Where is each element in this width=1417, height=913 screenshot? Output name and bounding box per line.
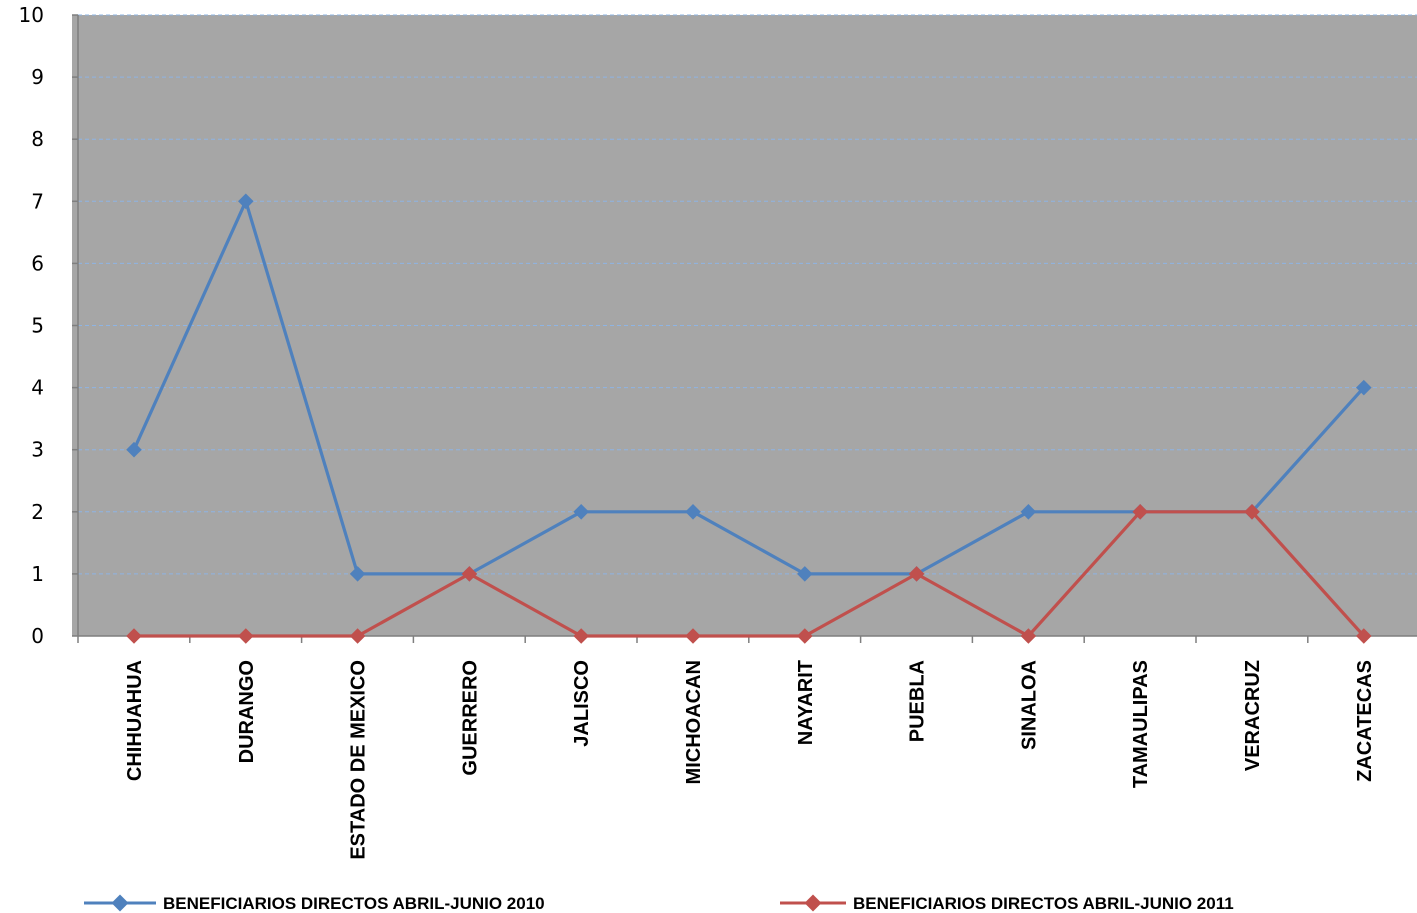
x-tick-label: ZACATECAS — [1354, 660, 1376, 782]
y-tick-label: 8 — [31, 127, 44, 151]
y-tick-label: 10 — [19, 3, 44, 27]
data-point[interactable] — [1020, 504, 1037, 520]
data-point[interactable] — [238, 628, 254, 644]
legend-label-2011: BENEFICIARIOS DIRECTOS ABRIL-JUNIO 2011 — [853, 894, 1234, 913]
data-point[interactable] — [1132, 504, 1148, 520]
x-tick-label: GUERRERO — [459, 660, 481, 776]
x-tick-label: MICHOACAN — [683, 660, 705, 784]
legend-entry-2010[interactable]: BENEFICIARIOS DIRECTOS ABRIL-JUNIO 2010 — [84, 894, 545, 913]
legend: BENEFICIARIOS DIRECTOS ABRIL-JUNIO 2010 … — [84, 894, 1234, 913]
data-point[interactable] — [797, 566, 813, 582]
data-point[interactable] — [1244, 504, 1260, 520]
legend-marker-2011 — [804, 894, 822, 912]
y-tick-label: 3 — [31, 438, 44, 462]
legend-marker-2010 — [111, 894, 129, 912]
series-2 — [126, 504, 1372, 644]
y-tick-label: 6 — [31, 251, 44, 275]
data-point[interactable] — [238, 193, 254, 210]
y-tick-label: 4 — [31, 376, 44, 400]
y-tick-label: 1 — [31, 562, 44, 586]
y-axis-tick-labels: 0 1 2 3 4 5 6 7 8 9 10 — [19, 3, 44, 648]
y-tick-label: 0 — [31, 624, 44, 648]
y-tick-label: 5 — [31, 314, 44, 338]
x-tick-label: JALISCO — [571, 660, 593, 747]
data-point[interactable] — [1356, 379, 1372, 396]
y-tick-label: 9 — [31, 65, 44, 89]
data-point[interactable] — [908, 566, 925, 582]
legend-label-2010: BENEFICIARIOS DIRECTOS ABRIL-JUNIO 2010 — [163, 894, 545, 913]
data-point[interactable] — [126, 441, 142, 458]
x-tick-label: DURANGO — [236, 660, 258, 763]
y-tick-label: 2 — [31, 500, 44, 524]
x-tick-label: TAMAULIPAS — [1130, 660, 1152, 788]
data-point[interactable] — [126, 628, 142, 644]
legend-entry-2011[interactable]: BENEFICIARIOS DIRECTOS ABRIL-JUNIO 2011 — [780, 894, 1234, 913]
data-point[interactable] — [1356, 628, 1372, 644]
y-tick-label: 7 — [31, 189, 44, 213]
data-point[interactable] — [685, 628, 701, 644]
x-tick-label: SINALOA — [1018, 660, 1040, 750]
x-tick-label: VERACRUZ — [1242, 660, 1264, 771]
data-point[interactable] — [573, 628, 589, 644]
x-tick-label: CHIHUAHUA — [124, 660, 146, 781]
data-point[interactable] — [1020, 628, 1037, 644]
x-axis-tick-labels: CHIHUAHUA DURANGO ESTADO DE MEXICO GUERRERO… — [124, 660, 1376, 860]
x-tick-label: PUEBLA — [907, 660, 929, 742]
series-line — [134, 510, 1365, 638]
data-point[interactable] — [797, 628, 813, 644]
x-tick-label: NAYARIT — [795, 660, 817, 745]
x-tick-label: ESTADO DE MEXICO — [348, 660, 370, 860]
